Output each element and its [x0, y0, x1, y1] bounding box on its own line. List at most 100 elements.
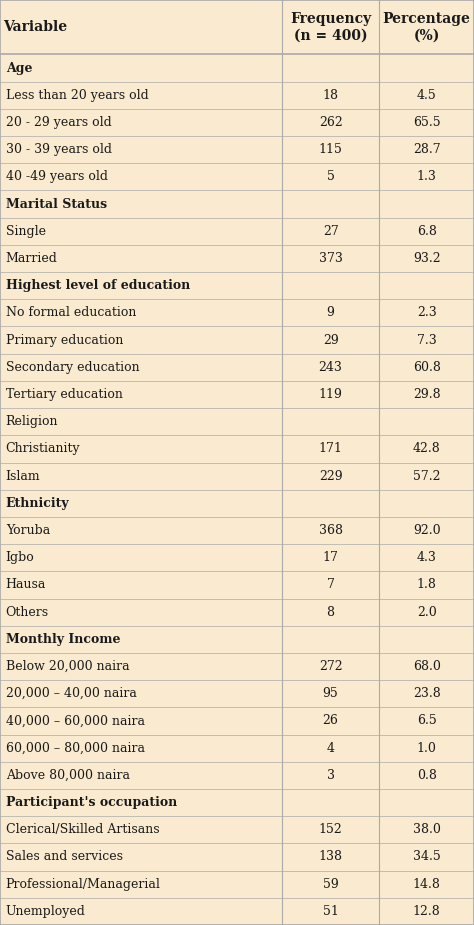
Bar [0, 81, 474, 109]
Bar [0, 734, 474, 762]
Bar [0, 327, 474, 353]
Text: 5: 5 [327, 170, 335, 183]
Bar [0, 544, 474, 572]
Bar [0, 870, 474, 898]
Text: 2.0: 2.0 [417, 606, 437, 619]
Text: 7: 7 [327, 578, 335, 591]
Bar [0, 762, 474, 789]
Text: 0.8: 0.8 [417, 769, 437, 782]
Text: 42.8: 42.8 [413, 442, 440, 455]
Text: 2.3: 2.3 [417, 306, 437, 319]
Bar [0, 598, 474, 625]
Text: Unemployed: Unemployed [6, 905, 86, 918]
Text: Yoruba: Yoruba [6, 524, 50, 537]
Text: Primary education: Primary education [6, 334, 123, 347]
Bar [0, 163, 474, 191]
Text: 138: 138 [319, 850, 343, 863]
Text: 29: 29 [323, 334, 338, 347]
Text: 23.8: 23.8 [413, 687, 440, 700]
Bar [0, 272, 474, 300]
Text: 262: 262 [319, 116, 343, 129]
Text: 40,000 – 60,000 naira: 40,000 – 60,000 naira [6, 714, 145, 727]
Text: 9: 9 [327, 306, 335, 319]
Text: 6.5: 6.5 [417, 714, 437, 727]
Bar [0, 898, 474, 925]
Text: Secondary education: Secondary education [6, 361, 139, 374]
Bar [0, 708, 474, 734]
Text: 34.5: 34.5 [413, 850, 440, 863]
Text: Single: Single [6, 225, 46, 238]
Bar [0, 0, 474, 55]
Bar [0, 109, 474, 136]
Bar [0, 489, 474, 517]
Text: Frequency
(n = 400): Frequency (n = 400) [290, 12, 371, 43]
Text: Religion: Religion [6, 415, 58, 428]
Bar [0, 572, 474, 598]
Bar [0, 408, 474, 436]
Text: 243: 243 [319, 361, 343, 374]
Text: 14.8: 14.8 [413, 878, 440, 891]
Text: 7.3: 7.3 [417, 334, 437, 347]
Bar [0, 680, 474, 708]
Text: 18: 18 [323, 89, 338, 102]
Text: 4.3: 4.3 [417, 551, 437, 564]
Text: Percentage
(%): Percentage (%) [383, 12, 471, 43]
Text: 57.2: 57.2 [413, 470, 440, 483]
Text: 27: 27 [323, 225, 338, 238]
Text: 6.8: 6.8 [417, 225, 437, 238]
Text: 30 - 39 years old: 30 - 39 years old [6, 143, 112, 156]
Text: 51: 51 [323, 905, 338, 918]
Text: 59: 59 [323, 878, 338, 891]
Text: Variable: Variable [3, 20, 67, 34]
Bar [0, 136, 474, 163]
Text: 4.5: 4.5 [417, 89, 437, 102]
Text: 1.8: 1.8 [417, 578, 437, 591]
Bar [0, 300, 474, 327]
Text: Clerical/Skilled Artisans: Clerical/Skilled Artisans [6, 823, 159, 836]
Bar [0, 217, 474, 245]
Text: 12.8: 12.8 [413, 905, 440, 918]
Text: 93.2: 93.2 [413, 252, 440, 265]
Text: Hausa: Hausa [6, 578, 46, 591]
Text: 115: 115 [319, 143, 343, 156]
Bar [0, 789, 474, 816]
Bar [0, 625, 474, 653]
Text: 60,000 – 80,000 naira: 60,000 – 80,000 naira [6, 742, 145, 755]
Text: 92.0: 92.0 [413, 524, 440, 537]
Text: Highest level of education: Highest level of education [6, 279, 190, 292]
Text: 152: 152 [319, 823, 343, 836]
Text: Below 20,000 naira: Below 20,000 naira [6, 660, 129, 673]
Text: Islam: Islam [6, 470, 40, 483]
Text: 171: 171 [319, 442, 343, 455]
Text: 28.7: 28.7 [413, 143, 440, 156]
Text: 119: 119 [319, 388, 343, 401]
Text: Professional/Managerial: Professional/Managerial [6, 878, 161, 891]
Text: 17: 17 [323, 551, 338, 564]
Text: Age: Age [6, 62, 32, 75]
Text: 68.0: 68.0 [413, 660, 440, 673]
Bar [0, 191, 474, 217]
Text: Sales and services: Sales and services [6, 850, 123, 863]
Text: 40 -49 years old: 40 -49 years old [6, 170, 108, 183]
Text: 20,000 – 40,00 naira: 20,000 – 40,00 naira [6, 687, 137, 700]
Text: 368: 368 [319, 524, 343, 537]
Text: 373: 373 [319, 252, 343, 265]
Bar [0, 381, 474, 408]
Bar [0, 436, 474, 462]
Text: 60.8: 60.8 [413, 361, 440, 374]
Bar [0, 844, 474, 870]
Text: Participant's occupation: Participant's occupation [6, 796, 177, 809]
Bar [0, 353, 474, 381]
Text: 1.0: 1.0 [417, 742, 437, 755]
Text: Igbo: Igbo [6, 551, 35, 564]
Text: Marital Status: Marital Status [6, 198, 107, 211]
Text: Monthly Income: Monthly Income [6, 633, 120, 646]
Bar [0, 816, 474, 844]
Bar [0, 245, 474, 272]
Text: 29.8: 29.8 [413, 388, 440, 401]
Text: Tertiary education: Tertiary education [6, 388, 123, 401]
Bar [0, 653, 474, 680]
Text: 1.3: 1.3 [417, 170, 437, 183]
Text: Christianity: Christianity [6, 442, 80, 455]
Bar [0, 55, 474, 81]
